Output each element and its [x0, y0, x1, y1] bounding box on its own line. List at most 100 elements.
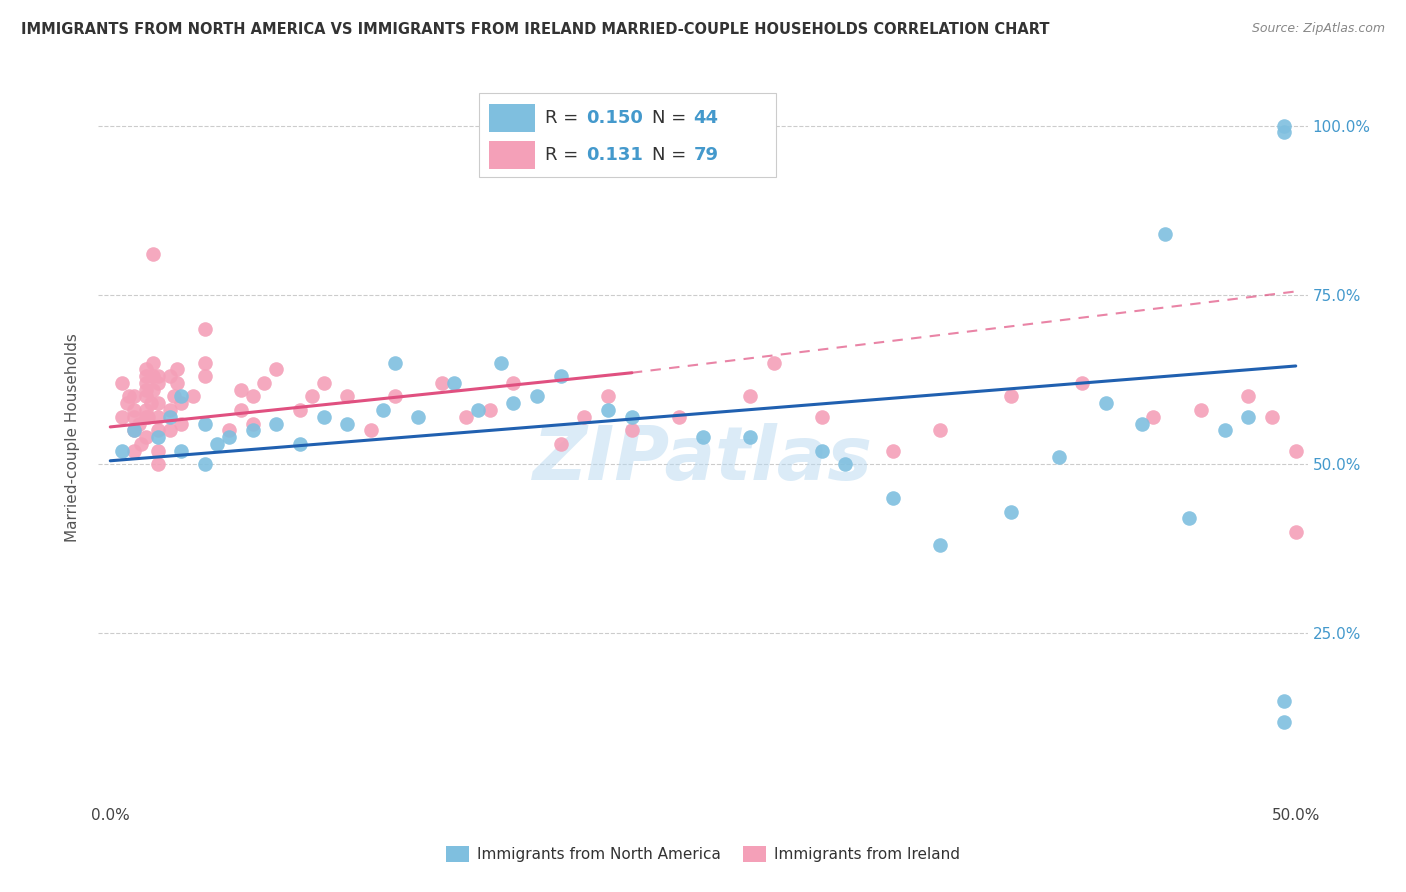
- Point: [443, 376, 465, 390]
- Point: [194, 322, 217, 336]
- Point: [478, 403, 501, 417]
- Text: IMMIGRANTS FROM NORTH AMERICA VS IMMIGRANTS FROM IRELAND MARRIED-COUPLE HOUSEHOL: IMMIGRANTS FROM NORTH AMERICA VS IMMIGRA…: [21, 22, 1050, 37]
- Point: [1000, 505, 1022, 519]
- Point: [288, 437, 311, 451]
- Point: [122, 403, 145, 417]
- Point: [502, 396, 524, 410]
- Point: [163, 389, 186, 403]
- Point: [146, 443, 169, 458]
- Point: [1272, 694, 1295, 708]
- Point: [166, 362, 188, 376]
- Point: [194, 369, 217, 384]
- Point: [1237, 409, 1260, 424]
- Point: [740, 430, 762, 444]
- Point: [128, 417, 150, 431]
- Point: [882, 443, 904, 458]
- Point: [1071, 376, 1094, 390]
- Point: [408, 409, 430, 424]
- Point: [229, 383, 252, 397]
- Point: [170, 396, 193, 410]
- Point: [129, 437, 152, 451]
- Point: [146, 423, 169, 437]
- Point: [1237, 389, 1260, 403]
- Point: [1272, 125, 1295, 139]
- Point: [336, 389, 359, 403]
- Point: [122, 423, 145, 437]
- Point: [1142, 409, 1164, 424]
- Point: [142, 355, 165, 369]
- Point: [574, 409, 596, 424]
- Point: [1261, 409, 1284, 424]
- Point: [146, 430, 169, 444]
- Point: [550, 437, 572, 451]
- Point: [740, 389, 762, 403]
- Point: [166, 376, 188, 390]
- Point: [1095, 396, 1118, 410]
- Point: [122, 423, 145, 437]
- Text: 0.131: 0.131: [586, 145, 643, 164]
- Point: [312, 376, 335, 390]
- Text: Source: ZipAtlas.com: Source: ZipAtlas.com: [1251, 22, 1385, 36]
- Point: [384, 355, 406, 369]
- Point: [118, 389, 141, 403]
- Point: [205, 437, 228, 451]
- Point: [1213, 423, 1236, 437]
- Point: [122, 443, 145, 458]
- Point: [159, 409, 181, 424]
- Point: [135, 376, 157, 390]
- Point: [1000, 389, 1022, 403]
- Point: [242, 389, 264, 403]
- Point: [135, 389, 157, 403]
- Point: [1178, 511, 1201, 525]
- Point: [491, 355, 513, 369]
- Point: [218, 430, 240, 444]
- Point: [229, 403, 252, 417]
- Point: [242, 423, 264, 437]
- Point: [146, 396, 169, 410]
- Point: [159, 423, 181, 437]
- Text: 44: 44: [693, 109, 718, 128]
- Point: [170, 417, 193, 431]
- Point: [1047, 450, 1070, 465]
- FancyBboxPatch shape: [479, 94, 776, 178]
- Text: R =: R =: [544, 109, 583, 128]
- Point: [135, 362, 157, 376]
- Point: [122, 389, 145, 403]
- Point: [159, 403, 181, 417]
- Text: 79: 79: [693, 145, 718, 164]
- Point: [432, 376, 454, 390]
- Point: [288, 403, 311, 417]
- Text: N =: N =: [652, 109, 692, 128]
- Point: [115, 396, 138, 410]
- Point: [1154, 227, 1177, 241]
- Point: [810, 443, 832, 458]
- Point: [135, 430, 157, 444]
- Point: [810, 409, 832, 424]
- Point: [620, 423, 643, 437]
- Point: [135, 409, 157, 424]
- Text: ZIPatlas: ZIPatlas: [533, 423, 873, 496]
- Point: [111, 443, 134, 458]
- Point: [142, 383, 165, 397]
- Y-axis label: Married-couple Households: Married-couple Households: [65, 333, 80, 541]
- Point: [454, 409, 477, 424]
- Point: [136, 409, 159, 424]
- Point: [181, 389, 204, 403]
- Point: [384, 389, 406, 403]
- Point: [1272, 119, 1295, 133]
- FancyBboxPatch shape: [489, 141, 534, 169]
- Text: 0.150: 0.150: [586, 109, 643, 128]
- Point: [242, 417, 264, 431]
- Point: [1285, 443, 1308, 458]
- Point: [763, 355, 786, 369]
- Point: [1189, 403, 1212, 417]
- Point: [146, 457, 169, 471]
- Point: [598, 403, 620, 417]
- FancyBboxPatch shape: [489, 104, 534, 132]
- Point: [371, 403, 394, 417]
- Point: [502, 376, 524, 390]
- Point: [301, 389, 323, 403]
- Point: [264, 417, 287, 431]
- Point: [882, 491, 904, 505]
- Point: [194, 417, 217, 431]
